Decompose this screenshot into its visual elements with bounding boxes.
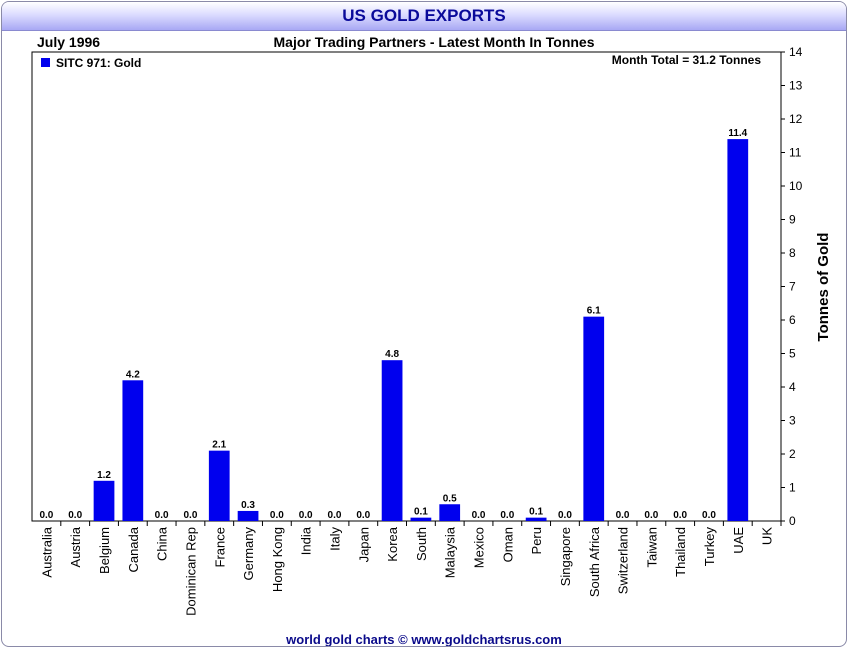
y-tick-label: 1 [789, 481, 796, 495]
data-label: 0.1 [529, 507, 543, 518]
data-label: 0.0 [500, 510, 514, 521]
data-label: 0.0 [155, 510, 169, 521]
data-label: 0.0 [270, 510, 284, 521]
data-label: 0.0 [616, 510, 630, 521]
y-tick-label: 2 [789, 447, 796, 461]
month-total-annotation: Month Total = 31.2 Tonnes [612, 53, 762, 67]
data-label: 0.0 [183, 510, 197, 521]
x-tick-label: Austria [68, 526, 83, 567]
data-label: 2.1 [212, 440, 226, 451]
x-tick-label: Turkey [702, 527, 717, 567]
y-tick-label: 5 [789, 347, 796, 361]
y-tick-label: 8 [789, 246, 796, 260]
data-label: 0.0 [356, 510, 370, 521]
y-tick-label: 14 [789, 45, 803, 59]
data-label: 0.0 [328, 510, 342, 521]
x-tick-label: UK [760, 527, 775, 545]
bar-canada [122, 380, 144, 521]
x-tick-label: Japan [356, 527, 371, 562]
legend-label: SITC 971: Gold [56, 56, 141, 70]
chart-subtitle: Major Trading Partners - Latest Month In… [274, 34, 595, 50]
x-tick-label: South Africa [587, 526, 602, 597]
x-tick-label: South [414, 527, 429, 561]
data-label: 6.1 [587, 306, 601, 317]
x-tick-label: Korea [385, 526, 400, 561]
x-tick-label: Taiwan [644, 527, 659, 567]
plot-area [31, 51, 782, 522]
data-label: 4.2 [126, 369, 140, 380]
x-tick-label: Germany [241, 527, 256, 581]
y-tick-label: 12 [789, 112, 803, 126]
data-label: 4.8 [385, 349, 399, 360]
bar-south [410, 517, 432, 521]
x-tick-label: Canada [126, 526, 141, 572]
bar-belgium [93, 480, 115, 521]
data-label: 11.4 [728, 128, 747, 139]
period-label: July 1996 [37, 34, 100, 50]
data-label: 0.0 [673, 510, 687, 521]
x-tick-label: UAE [731, 527, 746, 554]
x-tick-label: India [299, 526, 314, 555]
data-label: 0.0 [558, 510, 572, 521]
x-tick-label: France [212, 527, 227, 567]
data-label: 0.0 [472, 510, 486, 521]
data-label: 1.2 [97, 470, 111, 481]
x-tick-label: Peru [529, 527, 544, 554]
y-tick-label: 0 [789, 514, 796, 528]
x-tick-label: Hong Kong [270, 527, 285, 592]
bar-korea [381, 360, 403, 521]
bar-malaysia [439, 504, 461, 521]
bar-peru [525, 517, 547, 521]
x-tick-label: Thailand [673, 527, 688, 577]
y-tick-label: 9 [789, 213, 796, 227]
y-tick-label: 11 [789, 146, 802, 160]
data-label: 0.0 [299, 510, 313, 521]
data-label: 0.0 [702, 510, 716, 521]
x-tick-label: Singapore [558, 527, 573, 586]
y-tick-label: 7 [789, 280, 796, 294]
y-tick-label: 6 [789, 313, 796, 327]
x-tick-label: Italy [327, 527, 342, 551]
x-tick-label: Mexico [472, 527, 487, 568]
y-tick-label: 3 [789, 414, 796, 428]
data-label: 0.0 [68, 510, 82, 521]
chart-title-bar: US GOLD EXPORTS [2, 2, 846, 31]
x-tick-label: Oman [500, 527, 515, 562]
bar-uae [727, 139, 749, 521]
bar-germany [237, 510, 259, 521]
data-label: 0.0 [644, 510, 658, 521]
data-label: 0.0 [39, 510, 53, 521]
x-tick-label: Switzerland [616, 527, 631, 594]
x-tick-label: China [155, 526, 170, 561]
y-tick-label: 10 [789, 179, 803, 193]
bar-france [208, 450, 230, 521]
footer-credit: world gold charts © www.goldchartsrus.co… [286, 632, 562, 647]
data-label: 0.1 [414, 507, 428, 518]
x-tick-label: Dominican Rep [183, 527, 198, 616]
y-tick-label: 4 [789, 380, 796, 394]
bar-south-africa [583, 316, 605, 521]
data-label: 0.5 [443, 493, 457, 504]
x-tick-label: Belgium [97, 527, 112, 574]
x-tick-label: Australia [39, 526, 54, 577]
y-tick-label: 13 [789, 79, 803, 93]
y-axis-label: Tonnes of Gold [815, 233, 832, 342]
legend-swatch [41, 58, 50, 67]
data-label: 0.3 [241, 500, 255, 511]
x-tick-label: Malaysia [443, 526, 458, 578]
